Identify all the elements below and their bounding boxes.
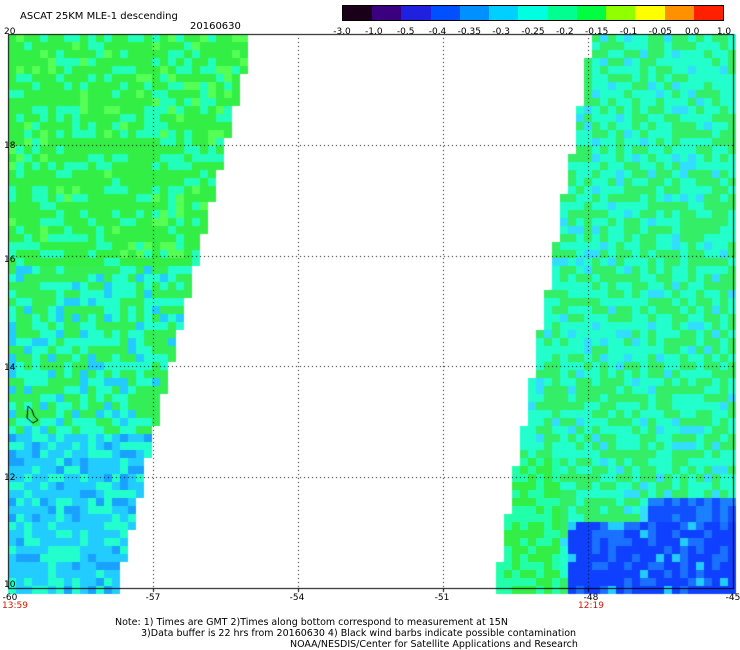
color-bar — [342, 5, 724, 21]
x-tick-label: -54 — [289, 593, 305, 603]
time-left-label: 13:59 — [2, 601, 28, 611]
color-bar-segment — [372, 6, 402, 20]
y-tick-label: 16 — [4, 255, 16, 265]
color-bar-label: -3.0 — [333, 27, 351, 37]
color-bar-label: -0.05 — [648, 27, 672, 37]
color-bar-label: -0.5 — [396, 27, 415, 37]
y-tick-label: 12 — [4, 473, 16, 483]
color-bar-label: -0.1 — [619, 27, 638, 37]
x-tick-label: -48 — [583, 593, 599, 603]
color-bar-label: -1.0 — [365, 27, 383, 37]
color-bar-segment — [693, 6, 724, 20]
product-date: 20160630 — [190, 21, 241, 32]
color-bar-label: 0.0 — [684, 27, 700, 37]
color-bar-label: 1.0 — [716, 27, 732, 37]
color-bar-label: -0.25 — [521, 27, 545, 37]
time-right-label: 12:19 — [578, 601, 604, 611]
color-bar-label: -0.4 — [428, 27, 447, 37]
color-bar-label: -0.2 — [556, 27, 574, 37]
color-bar-segment — [547, 6, 577, 20]
color-bar-segment — [606, 6, 636, 20]
product-title: ASCAT 25KM MLE-1 descending — [20, 11, 178, 22]
color-bar-segment — [576, 6, 607, 20]
color-bar-segment — [518, 6, 548, 20]
color-bar-segment — [459, 6, 490, 20]
y-tick-label: 14 — [4, 363, 16, 373]
color-bar-segment — [430, 6, 460, 20]
x-tick-label: -57 — [145, 593, 161, 603]
y-tick-label: 18 — [4, 141, 16, 151]
color-bar-segment — [343, 6, 373, 20]
x-tick-label: -45 — [725, 593, 740, 603]
x-tick-label: -51 — [434, 593, 450, 603]
color-bar-segment — [489, 6, 519, 20]
footer-note-2: 3)Data buffer is 22 hrs from 20160630 4)… — [141, 628, 577, 639]
color-bar-label: -0.3 — [492, 27, 510, 37]
color-bar-label: -0.15 — [585, 27, 609, 37]
x-tick-label: -60 — [2, 593, 18, 603]
color-bar-segment — [664, 6, 694, 20]
y-tick-label: 20 — [4, 27, 16, 37]
footer-note-1: Note: 1) Times are GMT 2)Times along bot… — [115, 617, 508, 628]
color-bar-segment — [401, 6, 431, 20]
y-tick-label: 10 — [4, 580, 16, 590]
color-bar-label: -0.35 — [457, 27, 481, 37]
footer-note-3: NOAA/NESDIS/Center for Satellite Applica… — [290, 639, 578, 650]
color-bar-segment — [635, 6, 665, 20]
